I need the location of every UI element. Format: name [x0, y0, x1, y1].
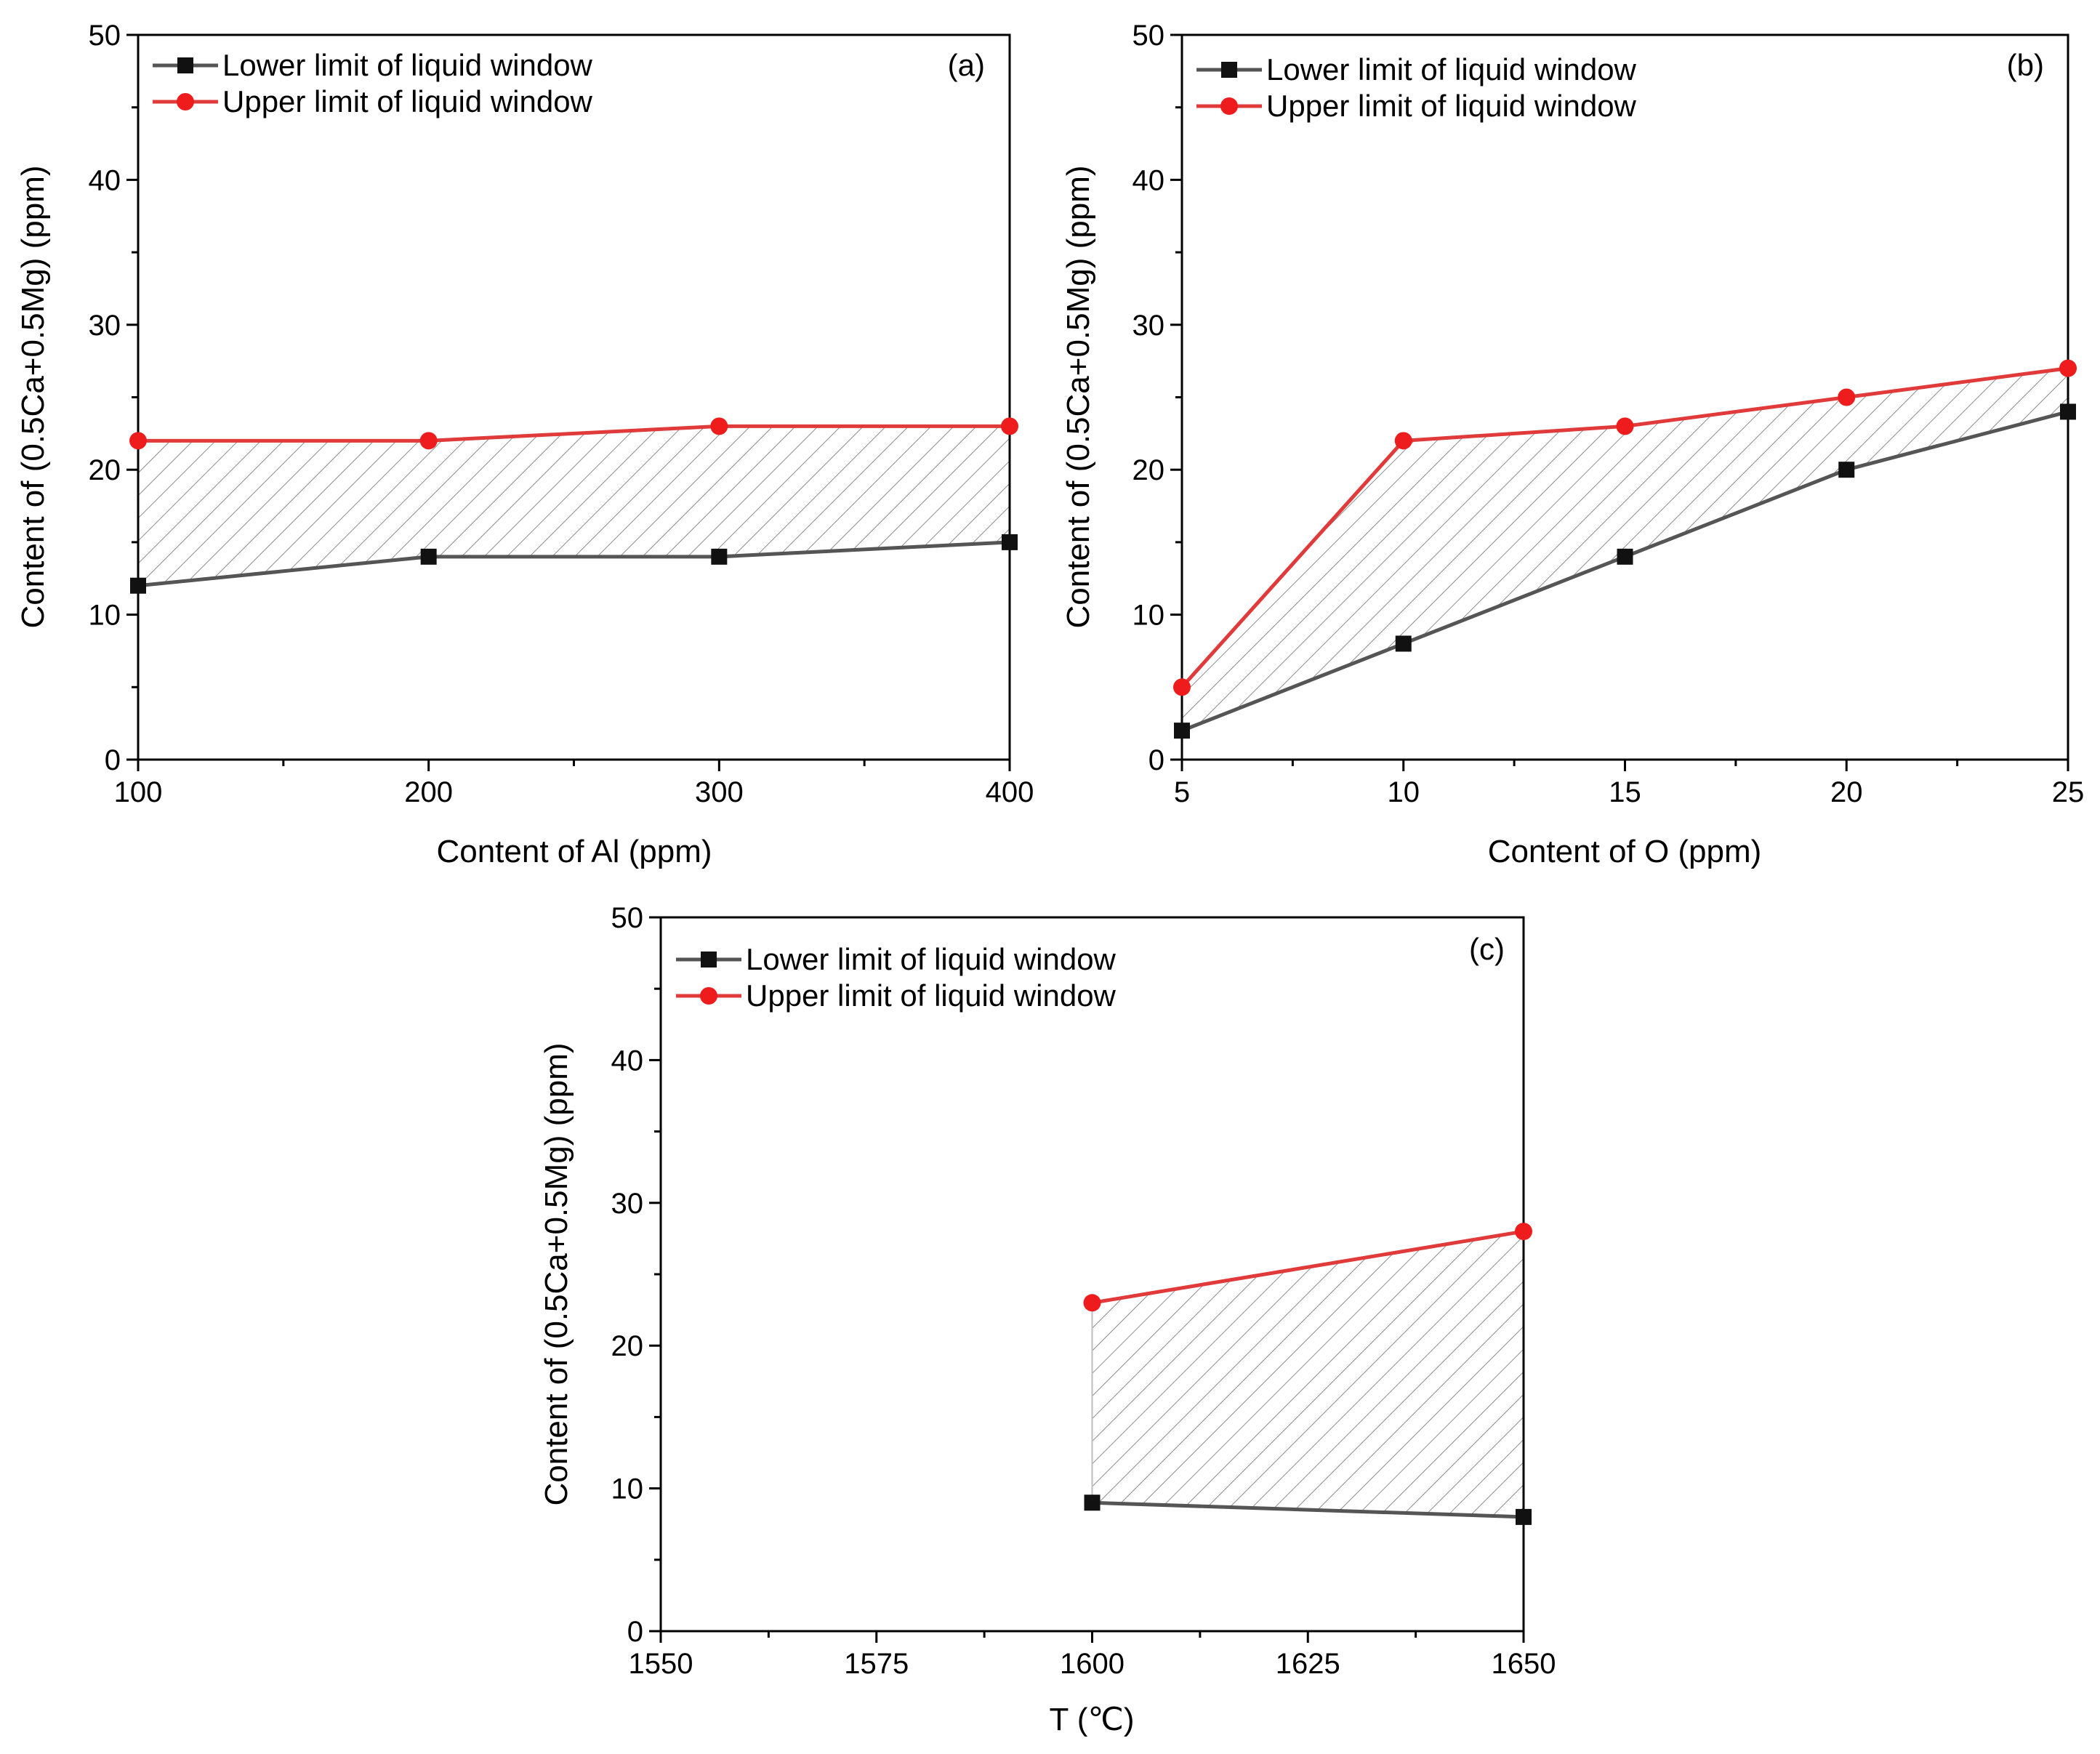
x-tick-label: 15	[1609, 776, 1641, 808]
lower-limit-point	[1174, 723, 1190, 739]
legend-label: Lower limit of liquid window	[222, 48, 593, 82]
upper-limit-point	[1394, 432, 1412, 450]
legend-circle-marker	[177, 93, 194, 110]
y-axis-title: Content of (0.5Ca+0.5Mg) (ppm)	[1061, 165, 1096, 628]
panel-label: (a)	[948, 48, 985, 82]
plot-frame	[137, 33, 1011, 761]
lower-limit-line	[137, 540, 1010, 588]
y-tick-label: 0	[627, 1616, 643, 1648]
legend-square-marker	[701, 952, 717, 967]
x-tick-label: 400	[986, 776, 1034, 808]
y-tick-label: 50	[89, 20, 121, 52]
lower-limit-point	[1516, 1508, 1532, 1525]
x-tick-label: 100	[114, 776, 163, 808]
x-tick-label: 1575	[844, 1648, 909, 1680]
legend-label: Upper limit of liquid window	[222, 84, 593, 118]
y-tick-label: 10	[1133, 600, 1165, 632]
y-tick-label: 20	[611, 1330, 644, 1362]
lower-limit-point	[1084, 1494, 1101, 1511]
y-tick-label: 10	[611, 1473, 644, 1505]
x-tick-label: 1625	[1276, 1648, 1340, 1680]
upper-limit-point	[1838, 388, 1856, 406]
y-tick-label: 50	[1133, 20, 1165, 52]
lower-limit-point	[2060, 403, 2076, 420]
lower-limit-point	[1617, 548, 1633, 565]
legend-square-marker	[177, 57, 193, 73]
y-tick-label: 30	[89, 310, 121, 342]
x-axis-title: Content of Al (ppm)	[436, 834, 712, 869]
upper-limit-point	[2059, 359, 2077, 377]
y-tick-label: 0	[1148, 744, 1164, 776]
y-tick-label: 30	[1133, 310, 1165, 342]
legend-square-marker	[1221, 62, 1237, 78]
legend-label: Lower limit of liquid window	[1266, 52, 1637, 87]
y-tick-label: 20	[1133, 454, 1165, 486]
upper-limit-point	[1616, 417, 1634, 435]
y-tick-label: 20	[89, 454, 121, 486]
x-tick-label: 200	[404, 776, 453, 808]
legend-label: Upper limit of liquid window	[746, 978, 1117, 1013]
y-tick-label: 40	[611, 1045, 644, 1077]
x-tick-label: 10	[1388, 776, 1420, 808]
upper-limit-point	[129, 432, 147, 450]
lower-limit-point	[1395, 635, 1412, 652]
lower-limit-point	[1838, 462, 1855, 478]
upper-limit-line	[138, 424, 1010, 443]
upper-limit-point	[1083, 1294, 1101, 1312]
x-tick-label: 300	[695, 776, 744, 808]
panel-label: (c)	[1469, 932, 1505, 966]
lower-limit-point	[130, 577, 146, 594]
legend-label: Upper limit of liquid window	[1266, 89, 1637, 123]
y-tick-label: 40	[89, 164, 121, 196]
upper-limit-point	[1515, 1223, 1532, 1241]
liquid-window-hatched-area	[137, 425, 1010, 587]
y-tick-label: 40	[1133, 164, 1165, 196]
y-tick-label: 0	[105, 744, 121, 776]
upper-limit-point	[1173, 678, 1191, 696]
y-tick-label: 10	[89, 600, 121, 632]
lower-limit-point	[711, 548, 728, 565]
y-axis-title: Content of (0.5Ca+0.5Mg) (ppm)	[539, 1042, 574, 1505]
x-tick-label: 20	[1830, 776, 1863, 808]
lower-limit-line	[1092, 1500, 1524, 1519]
x-tick-label: 25	[2052, 776, 2085, 808]
upper-limit-point	[710, 417, 728, 435]
chart-panel-c: 1550 1575 1600 1625 1650 0 10 20 30 40 50 T (℃) Cont…	[539, 902, 1556, 1737]
y-tick-label: 50	[611, 902, 644, 934]
x-tick-label: 1600	[1060, 1648, 1125, 1680]
legend-circle-marker	[1220, 97, 1238, 115]
lower-limit-point	[1002, 534, 1018, 550]
x-tick-label: 1650	[1492, 1648, 1556, 1680]
liquid-window-hatched-area	[1091, 1230, 1524, 1518]
lower-limit-point	[420, 548, 437, 565]
chart-panel-b: 5 10 15 20 25 0 10 20 30 40 50 Content of O (ppm) Co…	[1061, 20, 2084, 869]
x-tick-label: 5	[1174, 776, 1190, 808]
y-axis-title: Content of (0.5Ca+0.5Mg) (ppm)	[15, 165, 51, 628]
y-tick-label: 30	[611, 1188, 644, 1220]
upper-limit-point	[419, 432, 438, 450]
x-axis-title: T (℃)	[1049, 1702, 1134, 1737]
upper-limit-point	[1001, 417, 1018, 435]
chart-panel-a: 100 200 300 400 0 10 20 30 40 50 Content of Al (pp…	[15, 20, 1034, 869]
upper-limit-line	[1092, 1229, 1524, 1305]
x-axis-title: Content of O (ppm)	[1488, 834, 1762, 869]
legend-circle-marker	[700, 987, 717, 1005]
legend-label: Lower limit of liquid window	[746, 942, 1117, 976]
panel-label: (b)	[2007, 48, 2044, 82]
x-tick-label: 1550	[629, 1648, 693, 1680]
